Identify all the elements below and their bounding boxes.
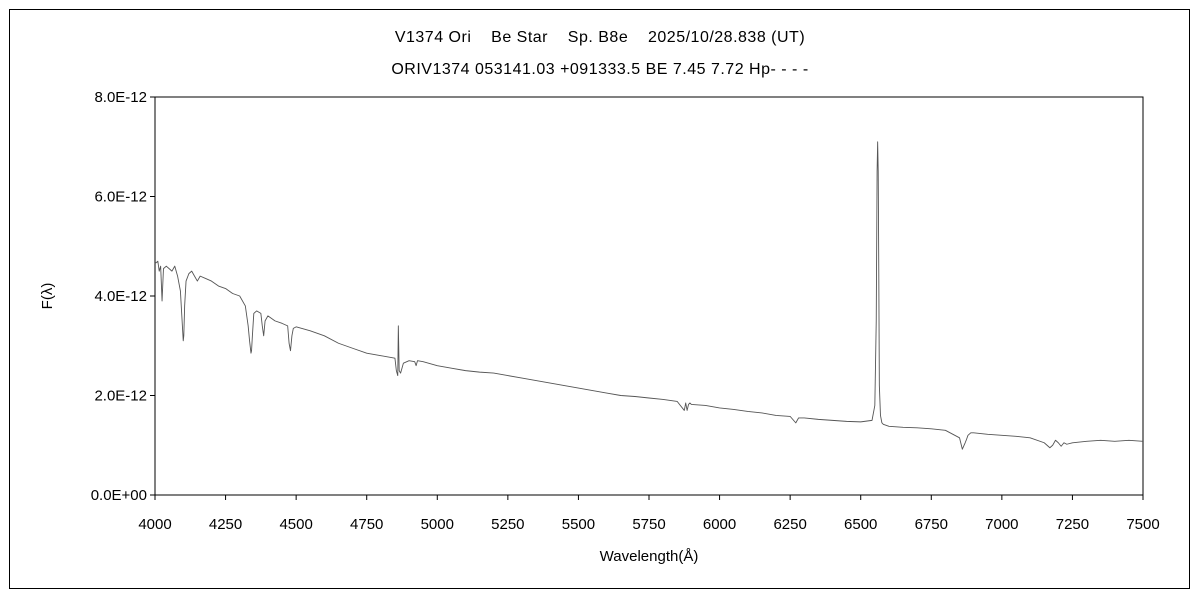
y-tick-label: 8.0E-12 bbox=[94, 89, 147, 106]
x-tick-label: 6750 bbox=[915, 516, 948, 533]
x-tick-label: 7250 bbox=[1056, 516, 1089, 533]
y-tick-label: 0.0E+00 bbox=[91, 487, 147, 504]
plot-area bbox=[154, 96, 1144, 496]
chart-subtitle: ORIV1374 053141.03 +091333.5 BE 7.45 7.7… bbox=[391, 61, 809, 78]
x-tick-label: 4500 bbox=[279, 516, 312, 533]
x-tick-label: 5000 bbox=[421, 516, 454, 533]
y-tick-label: 2.0E-12 bbox=[94, 388, 147, 405]
x-tick-label: 5250 bbox=[491, 516, 524, 533]
y-tick-label: 6.0E-12 bbox=[94, 189, 147, 206]
x-tick-label: 7500 bbox=[1126, 516, 1159, 533]
x-axis: 4000 4250 4500 4750 5000 5250 5500 5750 6000 6250… bbox=[138, 495, 1160, 533]
x-tick-label: 6250 bbox=[773, 516, 806, 533]
x-tick-label: 6500 bbox=[844, 516, 877, 533]
x-tick-label: 5500 bbox=[562, 516, 595, 533]
x-tick-label: 4250 bbox=[209, 516, 242, 533]
x-tick-label: 7000 bbox=[985, 516, 1018, 533]
spectrum-line bbox=[154, 141, 1144, 450]
y-tick-label: 4.0E-12 bbox=[94, 288, 147, 305]
x-tick-label: 5750 bbox=[632, 516, 665, 533]
x-tick-label: 4000 bbox=[138, 516, 171, 533]
y-axis-label: F(λ) bbox=[39, 283, 56, 310]
chart-title: V1374 Ori Be Star Sp. B8e 2025/10/28.838… bbox=[394, 29, 806, 46]
y-axis: 0.0E+00 2.0E-12 4.0E-12 6.0E-12 8.0E-12 bbox=[91, 89, 155, 504]
x-tick-label: 4750 bbox=[350, 516, 383, 533]
x-axis-label: Wavelength(Å) bbox=[600, 548, 699, 565]
chart-frame bbox=[9, 9, 1190, 589]
x-tick-label: 6000 bbox=[703, 516, 736, 533]
